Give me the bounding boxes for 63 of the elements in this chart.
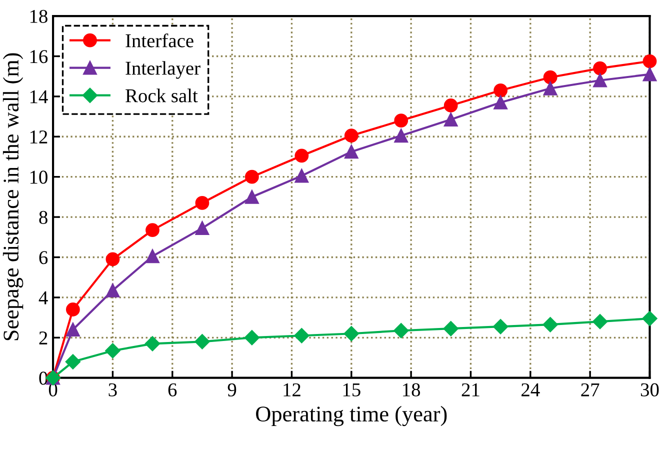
point	[294, 168, 309, 183]
y-tick-label: 4	[38, 291, 48, 304]
point	[105, 343, 120, 358]
x-axis-title: Operating time (year)	[256, 406, 447, 426]
point	[244, 190, 259, 204]
point	[244, 170, 259, 184]
x-tick-label: 27	[581, 383, 600, 396]
point	[244, 330, 260, 346]
x-tick-label: 3	[108, 383, 117, 396]
y-tick-label: 18	[30, 10, 48, 23]
point	[344, 144, 358, 159]
point	[494, 96, 508, 110]
point	[106, 283, 120, 298]
point	[394, 114, 408, 128]
point	[106, 252, 120, 266]
y-axis-title: Seepage distance in the wall (m)	[2, 53, 24, 340]
y-tick-label: 2	[39, 332, 48, 344]
x-tick-label: 21	[462, 383, 480, 396]
x-tick-label: 6	[168, 383, 177, 396]
point	[592, 314, 608, 330]
point	[194, 334, 210, 350]
point	[294, 328, 310, 344]
legend-label: Interlayer	[126, 61, 200, 79]
point	[543, 81, 558, 96]
point	[195, 221, 210, 236]
point	[146, 223, 160, 238]
point	[146, 249, 160, 264]
point	[494, 83, 508, 98]
point	[195, 196, 210, 210]
point	[344, 128, 358, 143]
y-tick-label: 14	[30, 90, 48, 104]
point	[66, 322, 80, 337]
point	[65, 354, 80, 370]
point	[66, 302, 80, 316]
point	[344, 326, 359, 342]
point	[642, 310, 658, 326]
y-tick-label: 10	[30, 170, 48, 184]
point	[444, 98, 458, 112]
point	[294, 148, 309, 163]
x-tick-label: 12	[284, 383, 300, 396]
x-tick-label: 30	[640, 383, 659, 396]
point	[144, 336, 160, 352]
y-tick-label: 6	[39, 251, 48, 264]
x-tick-label: 15	[343, 383, 360, 396]
point	[593, 61, 607, 76]
point	[492, 319, 508, 334]
point	[394, 128, 408, 143]
x-tick-label: 18	[403, 383, 420, 396]
y-tick-label: 8	[39, 210, 48, 224]
point	[443, 321, 458, 336]
y-tick-label: 12	[30, 130, 48, 144]
x-tick-label: 24	[522, 383, 540, 396]
point	[394, 323, 409, 338]
point	[543, 70, 558, 84]
x-tick-label: 9	[228, 383, 236, 396]
point	[444, 112, 458, 126]
point	[642, 54, 657, 68]
point	[542, 317, 558, 332]
point	[593, 73, 607, 88]
point	[642, 67, 657, 82]
legend-label: Rock salt	[126, 88, 198, 102]
y-tick-label: 16	[30, 50, 48, 64]
legend-label: Interface	[126, 33, 194, 48]
